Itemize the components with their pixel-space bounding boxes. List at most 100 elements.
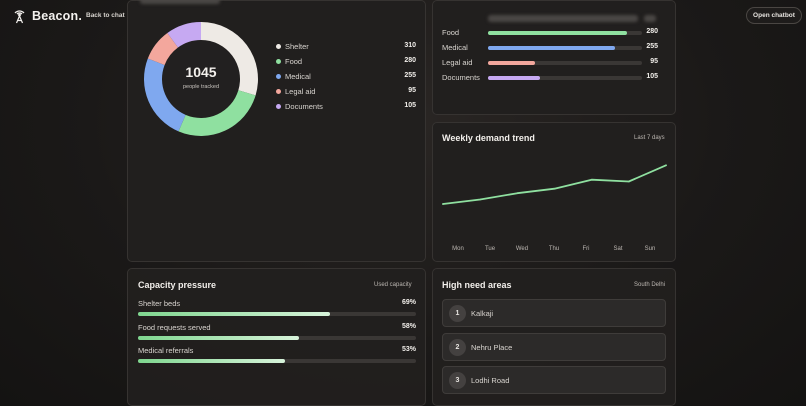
category-bar-track <box>488 46 642 50</box>
weekly-line-chart <box>442 164 667 205</box>
blurred-header <box>488 15 638 22</box>
donut-chart <box>144 22 258 136</box>
capacity-fill <box>138 312 330 316</box>
legend-value: 280 <box>404 57 416 64</box>
weekly-point-wed <box>516 192 519 194</box>
weekly-point-mon <box>442 203 444 205</box>
open-chatbot-button[interactable]: Open chatbot <box>746 7 802 24</box>
brand-name: Beacon. <box>32 8 83 23</box>
weekly-tick-label: Sun <box>644 246 656 252</box>
category-bar-row: Legal aid 95 <box>442 58 658 68</box>
area-list-item[interactable]: 2 Nehru Place <box>442 332 666 361</box>
capacity-track <box>138 312 416 316</box>
legend-label: Legal aid <box>285 87 316 96</box>
area-list-item[interactable]: 3 Lodhi Road <box>442 366 666 394</box>
category-bar-row: Medical 255 <box>442 43 658 53</box>
weekly-point-thu <box>553 187 556 190</box>
category-bar-row: Food 280 <box>442 28 658 38</box>
legend-item: Legal aid 95 <box>276 87 416 97</box>
weekly-line-series <box>442 164 667 205</box>
category-bar-label: Legal aid <box>442 58 473 67</box>
area-rank-badge: 1 <box>449 305 466 322</box>
blurred-header <box>140 0 220 4</box>
weekly-tick-label: Mon <box>452 246 464 252</box>
donut-slice-legal-aid <box>147 32 178 65</box>
legend-dot <box>276 44 281 49</box>
donut-total: 1045 <box>185 64 217 80</box>
capacity-label: Medical referrals <box>138 346 194 355</box>
legend-label: Shelter <box>285 42 309 51</box>
capacity-meta: Used capacity <box>374 282 412 288</box>
donut-hole <box>162 40 240 118</box>
weekly-tick-label: Wed <box>515 246 529 252</box>
capacity-percent: 53% <box>401 346 416 353</box>
capacity-track <box>138 359 416 363</box>
capacity-fill <box>138 335 300 340</box>
legend-dot <box>276 104 281 109</box>
weekly-point-fri <box>590 178 593 181</box>
category-bar-row: Documents 105 <box>442 73 658 83</box>
category-bar-fill <box>488 31 628 35</box>
category-bar-track <box>488 61 642 65</box>
weekly-point-tue <box>479 198 481 201</box>
category-bar-track <box>488 31 642 35</box>
donut-slice-documents <box>167 22 201 48</box>
weekly-point-sat <box>628 180 630 183</box>
area-name: Nehru Place <box>471 342 513 352</box>
back-to-chat-link[interactable]: Back to chat <box>86 12 125 19</box>
legend-value: 310 <box>404 42 416 49</box>
area-list-item[interactable]: 1 Kalkaji <box>442 299 666 327</box>
weekly-tick-label: Tue <box>484 246 496 252</box>
weekly-demand-title: Weekly demand trend <box>442 133 535 143</box>
capacity-title: Capacity pressure <box>138 280 217 290</box>
category-bar-value: 255 <box>646 43 658 50</box>
top-bar: Beacon. Back to chat Open chatbot <box>0 0 806 32</box>
legend-item: Food 280 <box>276 57 416 67</box>
legend-label: Medical <box>285 72 311 81</box>
capacity-percent: 69% <box>401 299 416 306</box>
blurred-header <box>644 15 656 22</box>
weekly-tick-label: Thu <box>548 246 560 252</box>
area-name: Lodhi Road <box>471 376 510 385</box>
weekly-tick-label: Fri <box>582 246 590 252</box>
capacity-label: Food requests served <box>138 322 211 332</box>
donut-slice-food <box>178 90 256 136</box>
weekly-demand-meta: Last 7 days <box>634 135 665 141</box>
legend-dot <box>276 89 281 94</box>
donut-total-label: people tracked <box>182 84 220 90</box>
capacity-percent: 58% <box>401 322 416 330</box>
weekly-demand-card <box>432 122 676 262</box>
capacity-fill <box>138 359 286 363</box>
legend-value: 255 <box>404 72 416 79</box>
brand-logo[interactable]: Beacon. <box>12 7 82 24</box>
areas-meta: South Delhi <box>634 282 666 288</box>
legend-dot <box>276 59 281 64</box>
legend-label: Documents <box>285 102 323 111</box>
category-bar-value: 105 <box>646 73 658 80</box>
category-bar-value: 280 <box>646 28 658 35</box>
legend-label: Food <box>285 57 303 66</box>
weekly-tick-label: Sat <box>613 246 623 252</box>
donut-slice-shelter <box>201 22 258 96</box>
capacity-label: Shelter beds <box>138 299 181 308</box>
areas-title: High need areas <box>442 280 512 290</box>
category-bar-label: Food <box>442 28 460 37</box>
category-bar-value: 95 <box>650 58 658 65</box>
category-bar-fill <box>488 61 536 65</box>
legend-item: Medical 255 <box>276 72 416 82</box>
legend-item: Shelter 310 <box>276 42 416 52</box>
category-bar-label: Medical <box>442 43 468 52</box>
area-name: Kalkaji <box>471 309 494 318</box>
capacity-track <box>138 335 416 340</box>
category-bar-fill <box>488 46 615 50</box>
donut-slice-medical <box>144 58 186 132</box>
legend-value: 105 <box>404 102 416 109</box>
category-bar-label: Documents <box>442 73 480 82</box>
category-bar-fill <box>488 76 541 80</box>
area-rank-badge: 2 <box>449 338 466 356</box>
weekly-point-sun <box>665 164 667 167</box>
category-bar-track <box>488 76 642 80</box>
area-rank-badge: 3 <box>449 372 466 389</box>
legend-item: Documents 105 <box>276 102 416 112</box>
beacon-icon <box>14 10 25 24</box>
